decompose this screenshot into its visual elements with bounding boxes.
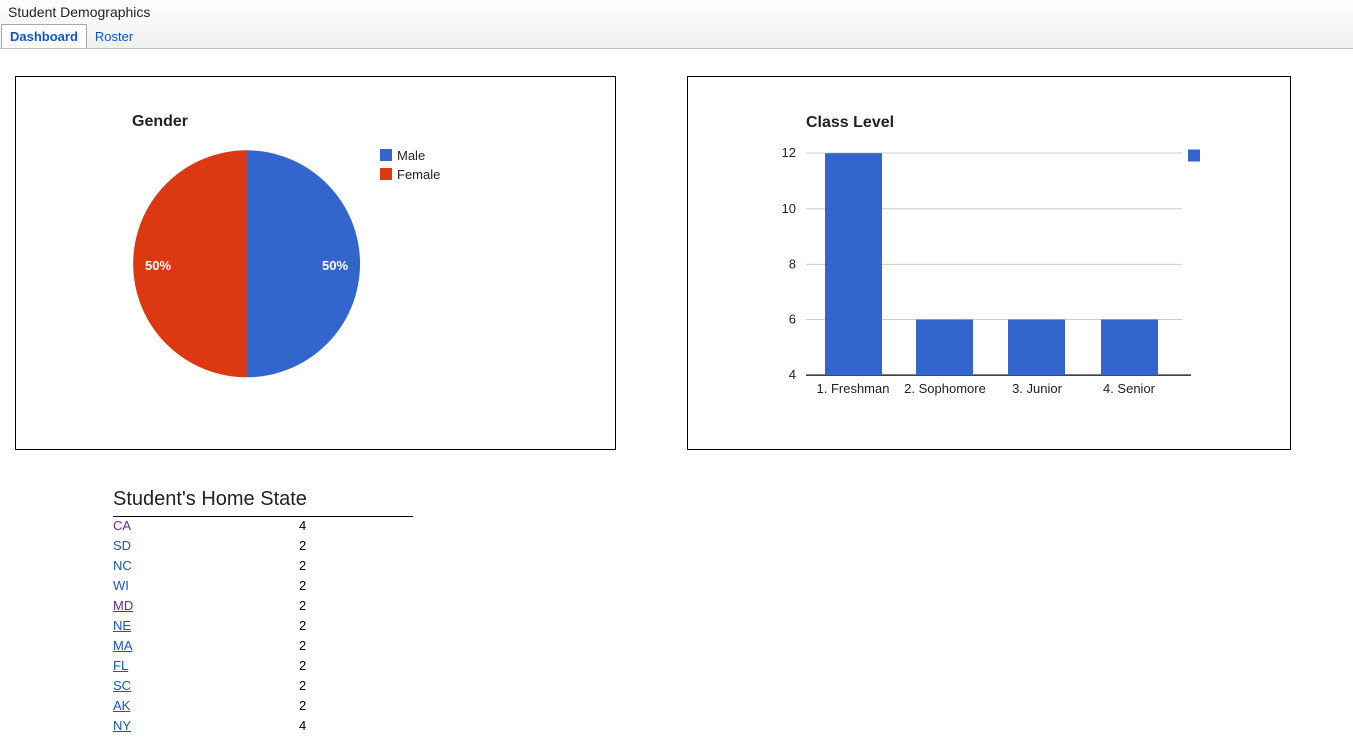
svg-text:3. Junior: 3. Junior [1012,381,1063,396]
svg-text:4: 4 [789,367,796,382]
svg-text:50%: 50% [322,258,348,273]
svg-text:10: 10 [782,201,796,216]
svg-text:4. Senior: 4. Senior [1103,381,1156,396]
svg-text:6: 6 [789,312,796,327]
svg-text:1. Freshman: 1. Freshman [817,381,890,396]
svg-text:8: 8 [789,256,796,271]
svg-text:50%: 50% [145,258,171,273]
svg-text:12: 12 [782,145,796,160]
svg-text:2. Sophomore: 2. Sophomore [904,381,986,396]
